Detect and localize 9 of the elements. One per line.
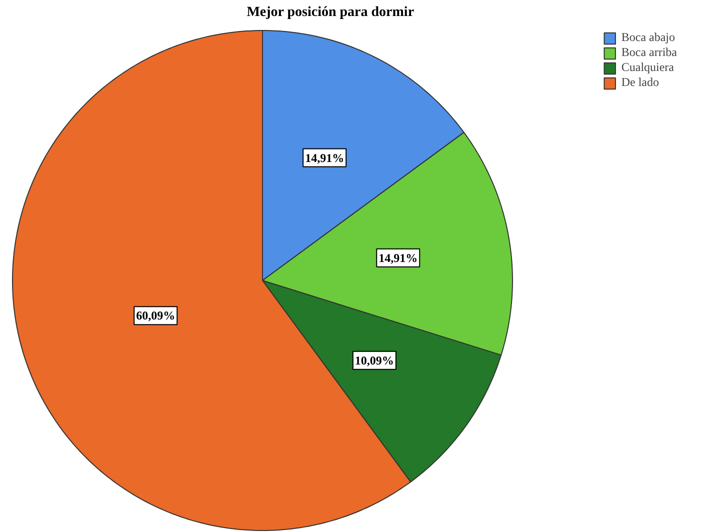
data-label: 60,09% (136, 308, 176, 323)
legend-label: Cualquiera (621, 60, 674, 75)
data-label: 10,09% (354, 353, 394, 368)
data-label: 14,91% (305, 150, 344, 165)
legend-label: Boca arriba (621, 45, 677, 60)
data-label: 14,91% (378, 250, 418, 265)
legend-label: Boca abajo (621, 30, 676, 45)
chart-title: Mejor posición para dormir (246, 5, 414, 20)
legend-label: De lado (621, 75, 660, 90)
